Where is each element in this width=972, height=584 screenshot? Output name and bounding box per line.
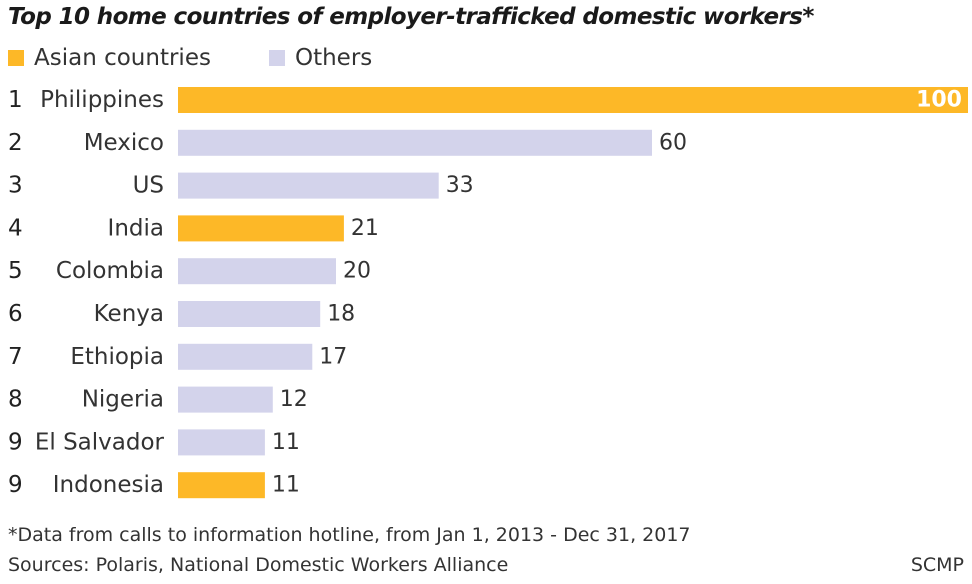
bar: [178, 258, 336, 285]
data-label: 11: [272, 473, 300, 498]
rank-label: 7: [8, 344, 23, 370]
bar: [178, 215, 344, 242]
data-label: 12: [280, 387, 308, 412]
rank-label: 9: [8, 472, 23, 498]
bar: [178, 301, 321, 327]
bar: [178, 87, 968, 113]
rank-label: 3: [8, 173, 23, 199]
legend: Asian countries Others: [8, 44, 430, 72]
rank-label: 4: [8, 215, 23, 241]
rank-label: 9: [8, 429, 23, 455]
legend-swatch-others: [268, 50, 285, 66]
legend-label-asian: Asian countries: [34, 45, 211, 71]
rank-label: 6: [8, 301, 23, 327]
data-label: 17: [319, 344, 347, 369]
bar-chart: 1 Philippines 100 2 Mexico 60 3 US 33 4 India 21 5 Co…: [8, 87, 968, 499]
footnote: *Data from calls to information hotline,…: [8, 524, 691, 546]
legend-item-asian: Asian countries: [8, 45, 211, 71]
category-label: India: [108, 215, 164, 241]
category-label: US: [133, 173, 164, 199]
rank-label: 5: [8, 258, 23, 284]
category-label: Philippines: [40, 87, 164, 113]
bar: [178, 129, 652, 156]
data-label: 60: [659, 130, 687, 155]
data-label: 20: [343, 259, 371, 284]
bar: [178, 172, 439, 199]
bar: [178, 343, 313, 370]
category-label: Colombia: [56, 258, 164, 284]
bar: [178, 429, 265, 456]
category-label: Mexico: [84, 130, 164, 156]
bar: [178, 386, 273, 413]
rank-label: 8: [8, 387, 23, 413]
data-label: 21: [351, 216, 379, 241]
legend-label-others: Others: [294, 45, 373, 71]
chart-title: Top 10 home countries of employer-traffi…: [8, 4, 814, 30]
data-label: 33: [446, 173, 474, 198]
sources: Sources: Polaris, National Domestic Work…: [8, 554, 509, 576]
category-label: Nigeria: [82, 387, 164, 413]
legend-swatch-asian: [8, 50, 24, 66]
data-label: 11: [272, 430, 300, 455]
data-label: 100: [916, 88, 962, 113]
category-label: Ethiopia: [70, 344, 164, 370]
legend-item-others: Others: [268, 45, 373, 71]
category-label: El Salvador: [35, 429, 165, 455]
bar: [178, 472, 265, 499]
rank-label: 1: [8, 87, 23, 113]
data-label: 18: [327, 302, 355, 327]
category-label: Kenya: [94, 301, 164, 327]
category-label: Indonesia: [53, 472, 164, 498]
rank-label: 2: [8, 130, 23, 156]
credit: SCMP: [910, 554, 964, 576]
